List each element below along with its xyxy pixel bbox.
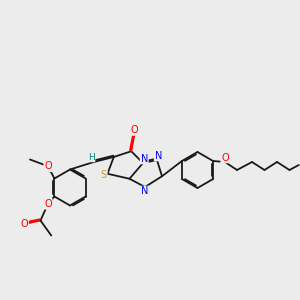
Text: O: O	[44, 199, 52, 209]
Text: O: O	[221, 152, 229, 163]
Text: O: O	[20, 219, 28, 229]
Text: N: N	[141, 154, 148, 164]
Text: H: H	[88, 152, 94, 161]
Text: O: O	[131, 125, 138, 135]
Text: N: N	[141, 187, 149, 196]
Text: S: S	[101, 170, 107, 180]
Text: N: N	[154, 151, 162, 160]
Text: O: O	[44, 161, 52, 171]
